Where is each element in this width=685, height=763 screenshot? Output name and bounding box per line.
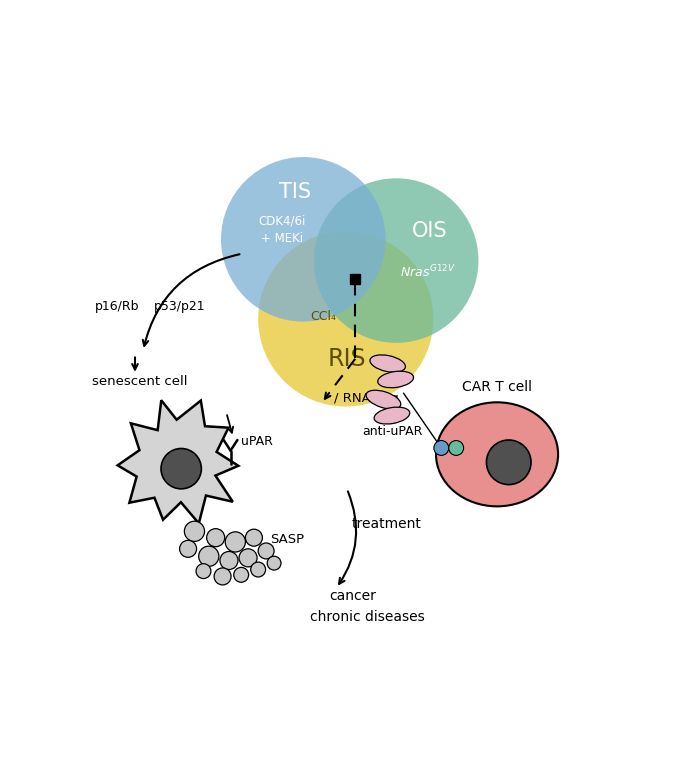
Text: chronic diseases: chronic diseases <box>310 610 425 624</box>
Circle shape <box>220 552 238 569</box>
Text: CCl₄: CCl₄ <box>310 310 336 323</box>
Text: TIS: TIS <box>279 182 312 201</box>
Text: RIS: RIS <box>327 346 366 371</box>
Ellipse shape <box>370 355 406 372</box>
Circle shape <box>234 568 249 582</box>
Text: cancer: cancer <box>329 589 375 603</box>
Polygon shape <box>118 401 238 523</box>
Ellipse shape <box>377 371 414 388</box>
Text: OIS: OIS <box>412 221 447 241</box>
Ellipse shape <box>436 402 558 507</box>
Text: SASP: SASP <box>271 533 305 546</box>
Ellipse shape <box>366 390 401 409</box>
Circle shape <box>196 564 211 578</box>
Circle shape <box>221 157 386 322</box>
Text: $\it{Nras}^{G12V}$: $\it{Nras}^{G12V}$ <box>400 264 456 281</box>
Circle shape <box>267 556 281 570</box>
Circle shape <box>486 440 531 485</box>
Circle shape <box>258 543 274 559</box>
Text: uPAR: uPAR <box>241 435 273 448</box>
Text: senescent cell: senescent cell <box>92 375 188 388</box>
Circle shape <box>225 532 245 552</box>
Circle shape <box>199 546 219 566</box>
Text: anti-uPAR: anti-uPAR <box>362 425 422 438</box>
Text: p16/Rb: p16/Rb <box>95 301 140 314</box>
Text: CAR T cell: CAR T cell <box>462 381 532 394</box>
Circle shape <box>179 540 197 557</box>
Circle shape <box>245 530 262 546</box>
Circle shape <box>434 440 449 456</box>
Text: p53/p21: p53/p21 <box>153 301 206 314</box>
Circle shape <box>258 231 434 407</box>
Text: CDK4/6i
+ MEKi: CDK4/6i + MEKi <box>258 214 306 245</box>
Circle shape <box>251 562 266 577</box>
Text: / RNA-seq: / RNA-seq <box>334 392 399 405</box>
Text: treatment: treatment <box>352 517 422 531</box>
Circle shape <box>184 521 205 542</box>
Ellipse shape <box>374 407 410 424</box>
Circle shape <box>207 529 225 547</box>
Circle shape <box>314 179 478 343</box>
Circle shape <box>161 449 201 489</box>
Circle shape <box>214 568 231 585</box>
Circle shape <box>239 549 257 567</box>
Circle shape <box>449 440 464 456</box>
